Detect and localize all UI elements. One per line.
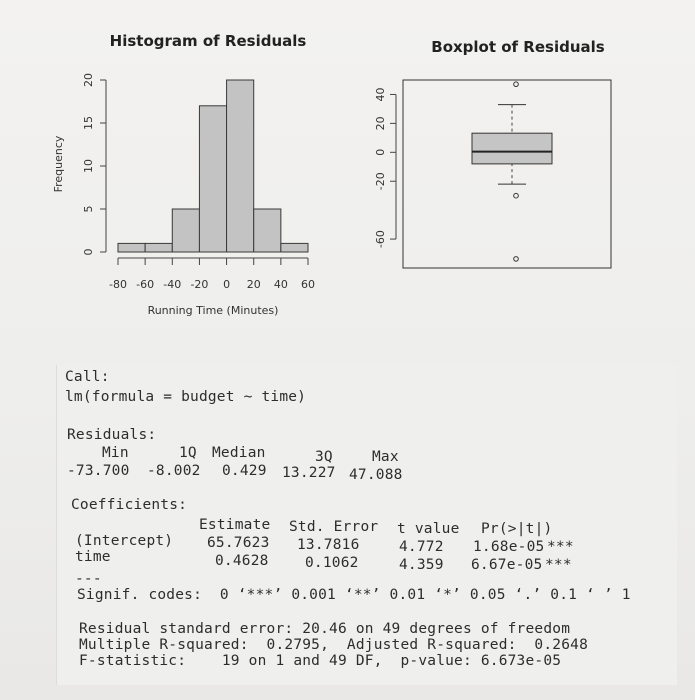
residuals-header: Residuals: [67, 427, 157, 443]
plots-svg: Histogram of Residuals -80 -60 -40 -20 0 20 40 6… [52, 32, 612, 317]
f-statistic-line: F-statistic: 19 on 1 and 49 DF, p-value:… [79, 653, 562, 669]
boxplot-outlier [513, 256, 519, 262]
x-tick-label: -60 [136, 278, 154, 291]
residuals-label-3q: 3Q [315, 449, 333, 465]
coef-row-stars: *** [545, 557, 572, 573]
coef-col-estimate: Estimate [199, 517, 271, 533]
boxplot-y-tick-label: 40 [374, 87, 387, 101]
coef-row-t-value: 4.359 [399, 557, 444, 573]
histogram-title: Histogram of Residuals [110, 32, 307, 50]
residuals-label-min: Min [102, 445, 129, 461]
histogram-bar [226, 79, 255, 253]
coef-row-p-value: 1.68e-05 [473, 539, 545, 555]
call-line: lm(formula = budget ~ time) [65, 389, 307, 405]
boxplot-y-tick-label: -60 [374, 230, 387, 248]
boxplot-outlier [513, 81, 519, 88]
coef-row-std-error: 0.1062 [305, 555, 359, 571]
histogram-bar [117, 242, 146, 253]
coef-row-p-value: 6.67e-05 [471, 557, 543, 573]
residuals-label-max: Max [372, 449, 399, 465]
coef-col-std-error: Std. Error [289, 519, 379, 535]
histogram-bar [144, 242, 173, 253]
y-tick-label: 20 [82, 73, 95, 87]
y-tick-label: 10 [82, 159, 95, 173]
residuals-value-1q: -8.002 [147, 463, 201, 479]
boxplot-y-tick-label: 0 [374, 149, 387, 156]
residuals-value-median: 0.429 [222, 463, 267, 479]
boxplot: Boxplot of Residuals -60 -20 0 20 40 [374, 38, 612, 269]
plot-panel: Histogram of Residuals -80 -60 -40 -20 0 20 40 6… [52, 32, 612, 317]
histogram-bar [198, 105, 228, 253]
histogram-bar [253, 208, 282, 253]
coef-row-name: time [75, 549, 111, 565]
x-tick-label: -40 [163, 278, 181, 291]
boxplot-outlier [513, 192, 519, 199]
residuals-value-min: -73.700 [67, 463, 130, 479]
boxplot-title: Boxplot of Residuals [431, 38, 605, 56]
r-squared-line: Multiple R-squared: 0.2795, Adjusted R-s… [79, 637, 589, 653]
signif-codes: Signif. codes: 0 ‘***’ 0.001 ‘**’ 0.01 ‘… [77, 587, 631, 603]
x-axis-label: Running Time (Minutes) [148, 304, 279, 317]
residuals-label-median: Median [212, 445, 266, 461]
x-tick-label: 0 [223, 278, 230, 291]
residual-standard-error: Residual standard error: 20.46 on 49 deg… [79, 621, 571, 637]
coef-row-std-error: 13.7816 [297, 537, 360, 553]
residuals-label-1q: 1Q [179, 445, 197, 461]
histogram-bar [280, 242, 309, 253]
coef-row-estimate: 0.4628 [215, 553, 269, 569]
boxplot-y-tick-label: 20 [374, 116, 387, 130]
coef-row-estimate: 65.7623 [207, 535, 270, 551]
coefficients-header: Coefficients: [71, 497, 188, 513]
coef-row-stars: *** [547, 539, 574, 555]
console-output: Call: lm(formula = budget ~ time) Residu… [56, 365, 677, 685]
histogram: Histogram of Residuals -80 -60 -40 -20 0 20 40 6… [52, 32, 315, 317]
boxplot-box [471, 132, 553, 165]
y-tick-label: 0 [82, 249, 95, 256]
x-tick-label: 40 [274, 278, 288, 291]
coef-col-t-value: t value [397, 521, 460, 537]
coef-row-name: (Intercept) [75, 533, 174, 549]
histogram-bar [171, 208, 200, 253]
residuals-value-3q: 13.227 [282, 465, 336, 481]
coef-row-t-value: 4.772 [399, 539, 444, 555]
boxplot-frame [402, 79, 612, 269]
coef-col-p-value: Pr(>|t|) [481, 521, 553, 537]
y-tick-label: 15 [82, 116, 95, 130]
x-tick-label: 20 [247, 278, 261, 291]
y-axis-label: Frequency [52, 135, 65, 192]
x-tick-label: 60 [301, 278, 315, 291]
call-header: Call: [65, 369, 110, 385]
signif-separator: --- [75, 571, 102, 587]
residuals-value-max: 47.088 [349, 467, 403, 483]
y-tick-label: 5 [82, 206, 95, 213]
x-tick-label: -80 [109, 278, 127, 291]
boxplot-y-tick-label: -20 [374, 172, 387, 190]
x-tick-label: -20 [190, 278, 208, 291]
